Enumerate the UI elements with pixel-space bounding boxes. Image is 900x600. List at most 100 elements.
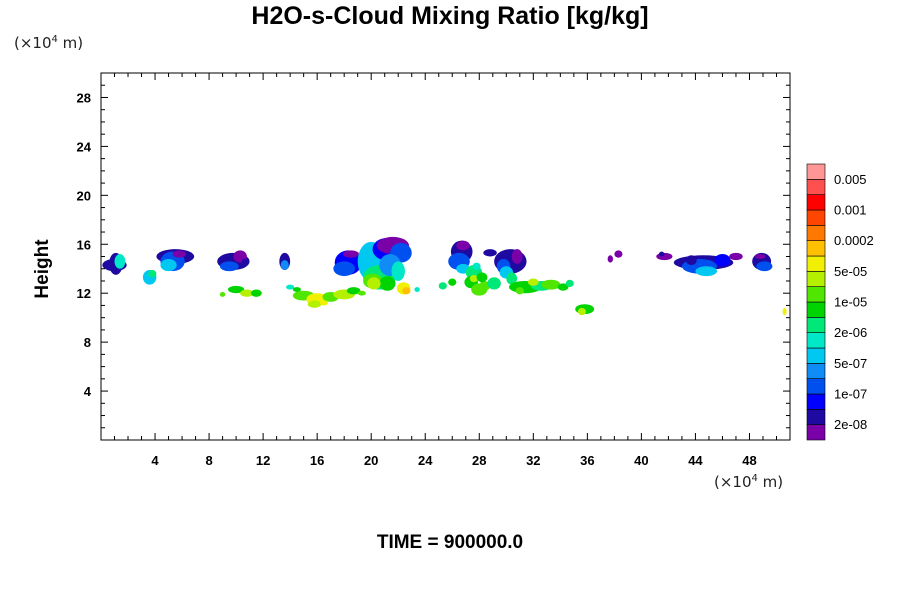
cloud-cell — [472, 262, 481, 270]
x-tick-label: 44 — [688, 453, 703, 468]
cloud-cell — [614, 250, 623, 258]
colorbar-swatch — [806, 163, 826, 180]
cloud-cell — [479, 280, 491, 291]
cloud-cell — [172, 250, 187, 258]
cloud-cell — [695, 266, 718, 277]
colorbar-swatch — [806, 363, 826, 379]
cloud-cell — [414, 287, 420, 292]
plot-frame — [100, 72, 791, 441]
cloud-cell — [342, 250, 360, 258]
x-tick-label: 36 — [580, 453, 594, 468]
cloud-cell — [506, 272, 518, 285]
x-tick-label: 20 — [364, 453, 378, 468]
cloud-cell — [391, 261, 405, 281]
x-tick-label: 8 — [205, 453, 212, 468]
cloud-cell — [729, 252, 743, 261]
colorbar-swatch — [806, 240, 826, 257]
cloud-cell — [658, 251, 665, 257]
cloud-cell — [219, 291, 226, 297]
colorbar-swatch — [806, 209, 826, 226]
cloud-cell — [476, 272, 488, 283]
cloud-cell — [114, 254, 126, 269]
cloud-cell — [656, 252, 673, 261]
cloud-cell — [685, 255, 697, 266]
cloud-cell — [367, 277, 381, 290]
cloud-cell — [756, 261, 773, 272]
colorbar-label: 1e-05 — [834, 295, 867, 310]
cloud-cell — [557, 283, 569, 291]
x-tick-label: 40 — [634, 453, 648, 468]
cloud-cell — [346, 287, 361, 295]
cloud-cell — [483, 249, 497, 257]
y-unit-base: (×10 — [14, 34, 52, 52]
cloud-cell — [307, 300, 322, 308]
time-label: TIME = 900000.0 — [376, 532, 524, 553]
colorbar-swatch — [806, 409, 826, 425]
cloud-cell — [250, 289, 262, 297]
cloud-cell — [219, 261, 239, 272]
x-unit-tail: m) — [757, 473, 784, 491]
colorbar-label: 0.001 — [834, 203, 867, 218]
y-unit-exponent: 4 — [51, 34, 58, 45]
y-unit-tail: m) — [57, 34, 84, 52]
cloud-cell — [565, 279, 574, 288]
colorbar-swatch — [806, 424, 826, 441]
y-axis-unit: (×104 m) — [14, 34, 83, 52]
colorbar-swatch — [806, 347, 826, 364]
colorbar-swatch — [806, 271, 826, 287]
cloud-cell — [448, 278, 457, 286]
cloud-cell — [333, 261, 355, 277]
cloud-cell — [714, 254, 731, 267]
cloud-cell — [319, 300, 328, 306]
colorbar-label: 2e-08 — [834, 417, 867, 432]
cloud-cell — [511, 249, 523, 264]
colorbar-swatch — [806, 332, 826, 349]
colorbar-label: 2e-06 — [834, 325, 867, 340]
cloud-field — [102, 236, 787, 316]
y-tick-label: 16 — [77, 237, 91, 252]
x-tick-label: 32 — [526, 453, 540, 468]
colorbar-swatch — [806, 317, 826, 333]
x-axis-unit: (×104 m) — [714, 473, 783, 491]
x-tick-label: 12 — [256, 453, 270, 468]
cloud-cell — [357, 290, 366, 296]
cloud-cell — [227, 285, 245, 294]
cloud-cell — [379, 276, 396, 291]
cloud-cell — [577, 307, 587, 316]
colorbar-swatch — [806, 179, 826, 195]
cloud-cell — [286, 284, 295, 290]
colorbar-swatch — [806, 194, 826, 211]
colorbar-swatch — [806, 286, 826, 303]
colorbar-label: 5e-05 — [834, 264, 867, 279]
cloud-cell — [240, 289, 254, 297]
x-tick-label: 24 — [418, 453, 433, 468]
x-unit-base: (×10 — [714, 473, 752, 491]
colorbar-swatch — [806, 225, 826, 241]
cloud-cell — [280, 260, 289, 270]
x-tick-label: 28 — [472, 453, 486, 468]
y-tick-label: 24 — [77, 139, 92, 154]
cloud-cell — [148, 269, 157, 278]
cloud-cell — [487, 277, 501, 290]
cloud-cell — [241, 258, 247, 267]
x-tick-label: 48 — [742, 453, 756, 468]
y-tick-label: 12 — [77, 286, 91, 301]
colorbar-label: 0.005 — [834, 172, 867, 187]
colorbar-label: 5e-07 — [834, 356, 867, 371]
cloud-cell — [782, 307, 787, 316]
y-tick-label: 28 — [77, 90, 91, 105]
cloud-cell — [607, 255, 614, 263]
cloud-cell — [754, 254, 766, 259]
cloud-cell — [527, 278, 539, 286]
colorbar-label: 1e-07 — [834, 387, 867, 402]
colorbar-swatch — [806, 393, 826, 410]
colorbar-label: 0.0002 — [834, 233, 874, 248]
y-tick-label: 8 — [84, 335, 91, 350]
y-tick-label: 4 — [84, 384, 92, 399]
cloud-cell — [515, 287, 524, 295]
x-tick-label: 16 — [310, 453, 324, 468]
cloud-cell — [456, 240, 470, 251]
cloud-cell — [402, 287, 411, 295]
chart-title: H2O-s-Cloud Mixing Ratio [kg/kg] — [251, 2, 649, 30]
